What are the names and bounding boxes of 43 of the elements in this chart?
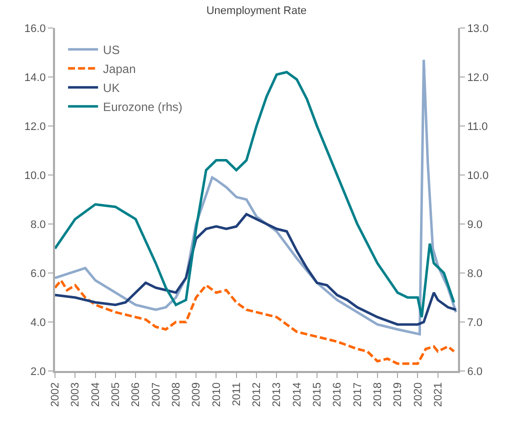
x-tick-label: 2018	[372, 382, 384, 407]
y2-tick-label: 12.0	[467, 72, 489, 84]
y2-tick-label: 10.0	[467, 170, 489, 182]
y-tick-label: 16.0	[24, 22, 46, 35]
x-tick-label: 2015	[312, 382, 324, 407]
y2-tick-label: 7.0	[467, 316, 482, 329]
y2-tick-label: 9.0	[467, 218, 482, 231]
x-tick-label: 2016	[332, 382, 344, 407]
x-tick-label: 2020	[412, 382, 424, 407]
y2-tick-label: 6.0	[467, 366, 482, 378]
legend-label: Japan	[103, 62, 136, 76]
x-tick-label: 2014	[291, 382, 304, 407]
line-series	[55, 279, 456, 365]
x-tick-label: 2007	[150, 382, 162, 407]
y-tick-label: 12.0	[24, 120, 46, 133]
x-tick-label: 2004	[90, 382, 102, 407]
y-tick-label: 4.0	[30, 316, 46, 329]
x-tick-label: 2017	[352, 382, 364, 407]
x-tick-label: 2008	[170, 382, 182, 407]
x-tick-label: 2012	[251, 382, 264, 407]
y2-tick-label: 11.0	[467, 120, 488, 133]
x-tick-label: 2010	[210, 382, 223, 407]
x-tick-label: 2019	[392, 382, 404, 407]
legend-label: UK	[103, 81, 120, 96]
y-tick-label: 14.0	[24, 72, 46, 84]
x-tick-label: 2013	[271, 382, 284, 407]
x-tick-label: 2006	[130, 382, 142, 407]
y2-tick-label: 13.0	[467, 22, 489, 35]
x-tick-label: 2011	[230, 382, 243, 406]
legend-label: Eurozone (rhs)	[103, 100, 182, 114]
y-tick-label: 10.0	[24, 170, 46, 182]
y-tick-label: 6.0	[30, 268, 46, 280]
x-tick-label: 2005	[110, 382, 122, 407]
x-tick-label: 2003	[70, 382, 82, 407]
y2-tick-label: 8.0	[467, 268, 482, 280]
y-tick-label: 8.0	[30, 218, 46, 231]
x-tick-label: 2021	[432, 382, 444, 407]
x-tick-label: 2009	[190, 382, 203, 407]
line-series	[55, 212, 458, 326]
chart-title: Unemployment Rate	[206, 5, 307, 18]
x-tick-label: 2002	[50, 382, 62, 407]
legend-label: US	[103, 43, 120, 58]
y-tick-label: 2.0	[30, 366, 46, 378]
